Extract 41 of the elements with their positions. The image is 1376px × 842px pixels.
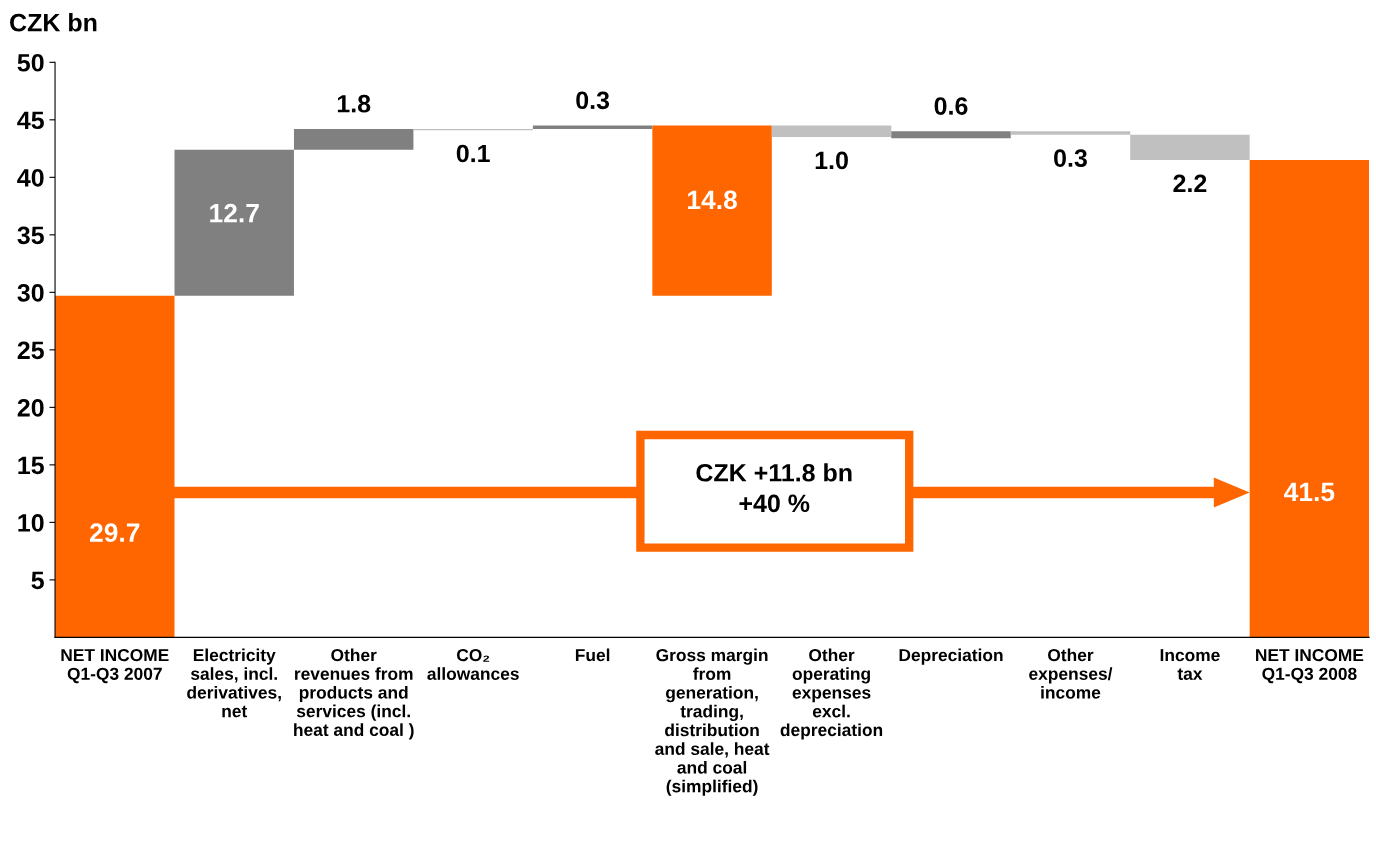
y-tick-label: 5 — [31, 571, 44, 590]
data-label: 0.1 — [456, 144, 490, 163]
x-tick-label: Electricity sales, incl. derivatives, net — [187, 648, 281, 718]
x-tick-label: Fuel — [575, 648, 610, 662]
bar — [1130, 134, 1250, 161]
x-tick-label: NET INCOME Q1-Q3 2007 — [61, 648, 169, 684]
data-label: 12.7 — [210, 203, 259, 223]
data-label: 2.2 — [1173, 174, 1207, 192]
bar — [652, 125, 772, 296]
y-tick-label: 10 — [18, 513, 44, 532]
y-tick-label: 50 — [17, 53, 44, 72]
y-tick-label: 35 — [17, 226, 44, 245]
x-tick-label: Gross margin from generation, trading, distribution and sale, heat and coal (simplified) — [655, 648, 770, 796]
x-tick-label: Other operating expenses excl. depreciation — [780, 648, 883, 740]
bar — [1010, 131, 1131, 135]
x-tick-label: CO₂ allowances — [427, 648, 519, 680]
data-label: 14.8 — [688, 190, 737, 210]
bar — [771, 125, 892, 138]
data-label: 1.8 — [337, 94, 371, 113]
x-tick-label: Depreciation — [899, 648, 1003, 665]
data-label: 0.6 — [934, 97, 968, 115]
y-tick-label: 40 — [17, 168, 44, 187]
bar — [174, 149, 294, 296]
annotation: CZK +11.8 bn +40 % — [696, 463, 852, 513]
y-tick-label: 45 — [17, 111, 44, 130]
y-tick-label: 20 — [17, 398, 44, 417]
y-axis-title: CZK bn — [10, 13, 97, 32]
y-tick-label: 25 — [17, 341, 44, 360]
x-tick-label: Other revenues from products and services (incl. heat and coal ) — [294, 648, 414, 740]
data-label: 0.3 — [576, 91, 610, 110]
y-tick-label: 15 — [18, 456, 44, 475]
x-tick-label: Income tax — [1160, 649, 1220, 680]
x-tick-label: NET INCOME Q1-Q3 2008 — [1256, 648, 1364, 684]
x-tick-label: Other expenses/ income — [1029, 648, 1113, 699]
bar — [293, 129, 414, 150]
data-label: 0.3 — [1054, 149, 1087, 167]
data-label: 41.5 — [1284, 482, 1335, 502]
data-label: 1.0 — [815, 151, 848, 170]
bar — [891, 131, 1011, 139]
data-label: 29.7 — [90, 523, 140, 542]
y-tick-label: 30 — [17, 283, 44, 302]
